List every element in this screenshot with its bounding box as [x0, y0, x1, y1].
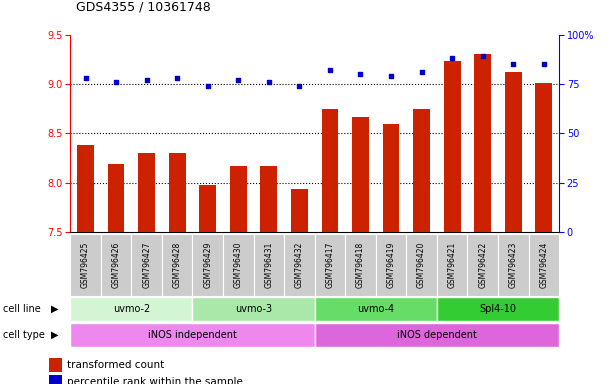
Bar	[162, 234, 192, 296]
Bar	[70, 234, 101, 296]
Text: GSM796430: GSM796430	[234, 242, 243, 288]
Text: uvmo-4: uvmo-4	[357, 304, 394, 314]
Text: GSM796429: GSM796429	[203, 242, 212, 288]
Bar	[529, 234, 559, 296]
Point	[142, 77, 152, 83]
Bar	[467, 234, 498, 296]
Point	[203, 83, 213, 89]
Bar	[49, 376, 62, 384]
Point	[508, 61, 518, 67]
Bar	[535, 83, 552, 232]
Bar	[138, 153, 155, 232]
Point	[417, 69, 426, 75]
Bar	[345, 234, 376, 296]
Text: ▶: ▶	[51, 330, 58, 340]
Bar	[284, 234, 315, 296]
Text: GSM796419: GSM796419	[387, 242, 395, 288]
Bar	[230, 166, 247, 232]
Text: GSM796417: GSM796417	[326, 242, 334, 288]
Bar	[260, 166, 277, 232]
Text: GSM796428: GSM796428	[173, 242, 181, 288]
Bar	[315, 234, 345, 296]
Bar	[315, 323, 559, 347]
Text: GSM796431: GSM796431	[265, 242, 273, 288]
Text: GSM796425: GSM796425	[81, 242, 90, 288]
Text: uvmo-2: uvmo-2	[113, 304, 150, 314]
Point	[386, 73, 396, 79]
Bar	[101, 234, 131, 296]
Text: GSM796432: GSM796432	[295, 242, 304, 288]
Point	[539, 61, 549, 67]
Bar	[223, 234, 254, 296]
Text: GSM796427: GSM796427	[142, 242, 151, 288]
Bar	[192, 297, 315, 321]
Point	[447, 55, 457, 61]
Point	[233, 77, 243, 83]
Point	[478, 53, 488, 60]
Bar	[376, 234, 406, 296]
Text: cell line: cell line	[3, 304, 41, 314]
Text: ▶: ▶	[51, 304, 58, 314]
Text: GSM796421: GSM796421	[448, 242, 456, 288]
Bar	[49, 358, 62, 372]
Text: GSM796420: GSM796420	[417, 242, 426, 288]
Bar	[70, 323, 315, 347]
Bar	[406, 234, 437, 296]
Point	[172, 75, 182, 81]
Point	[295, 83, 304, 89]
Point	[356, 71, 365, 77]
Bar	[413, 109, 430, 232]
Bar	[70, 297, 192, 321]
Text: GSM796422: GSM796422	[478, 242, 487, 288]
Text: iNOS independent: iNOS independent	[148, 330, 237, 340]
Bar	[437, 297, 559, 321]
Bar	[321, 109, 338, 232]
Bar	[192, 234, 223, 296]
Bar	[352, 117, 369, 232]
Text: iNOS dependent: iNOS dependent	[397, 330, 477, 340]
Text: GSM796423: GSM796423	[509, 242, 518, 288]
Bar	[498, 234, 529, 296]
Bar	[108, 164, 125, 232]
Text: Spl4-10: Spl4-10	[480, 304, 516, 314]
Text: cell type: cell type	[3, 330, 45, 340]
Text: GSM796418: GSM796418	[356, 242, 365, 288]
Bar	[444, 61, 461, 232]
Bar	[315, 297, 437, 321]
Bar	[77, 145, 94, 232]
Bar	[382, 124, 400, 232]
Bar	[291, 189, 308, 232]
Text: GSM796426: GSM796426	[112, 242, 120, 288]
Bar	[199, 185, 216, 232]
Text: GDS4355 / 10361748: GDS4355 / 10361748	[76, 0, 211, 13]
Bar	[474, 55, 491, 232]
Bar	[254, 234, 284, 296]
Point	[111, 79, 121, 85]
Bar	[437, 234, 467, 296]
Text: uvmo-3: uvmo-3	[235, 304, 272, 314]
Point	[81, 75, 90, 81]
Text: transformed count: transformed count	[67, 360, 164, 370]
Point	[325, 67, 335, 73]
Text: GSM796424: GSM796424	[540, 242, 548, 288]
Bar	[131, 234, 162, 296]
Point	[264, 79, 274, 85]
Bar	[505, 72, 522, 232]
Bar	[169, 153, 186, 232]
Text: percentile rank within the sample: percentile rank within the sample	[67, 377, 243, 384]
